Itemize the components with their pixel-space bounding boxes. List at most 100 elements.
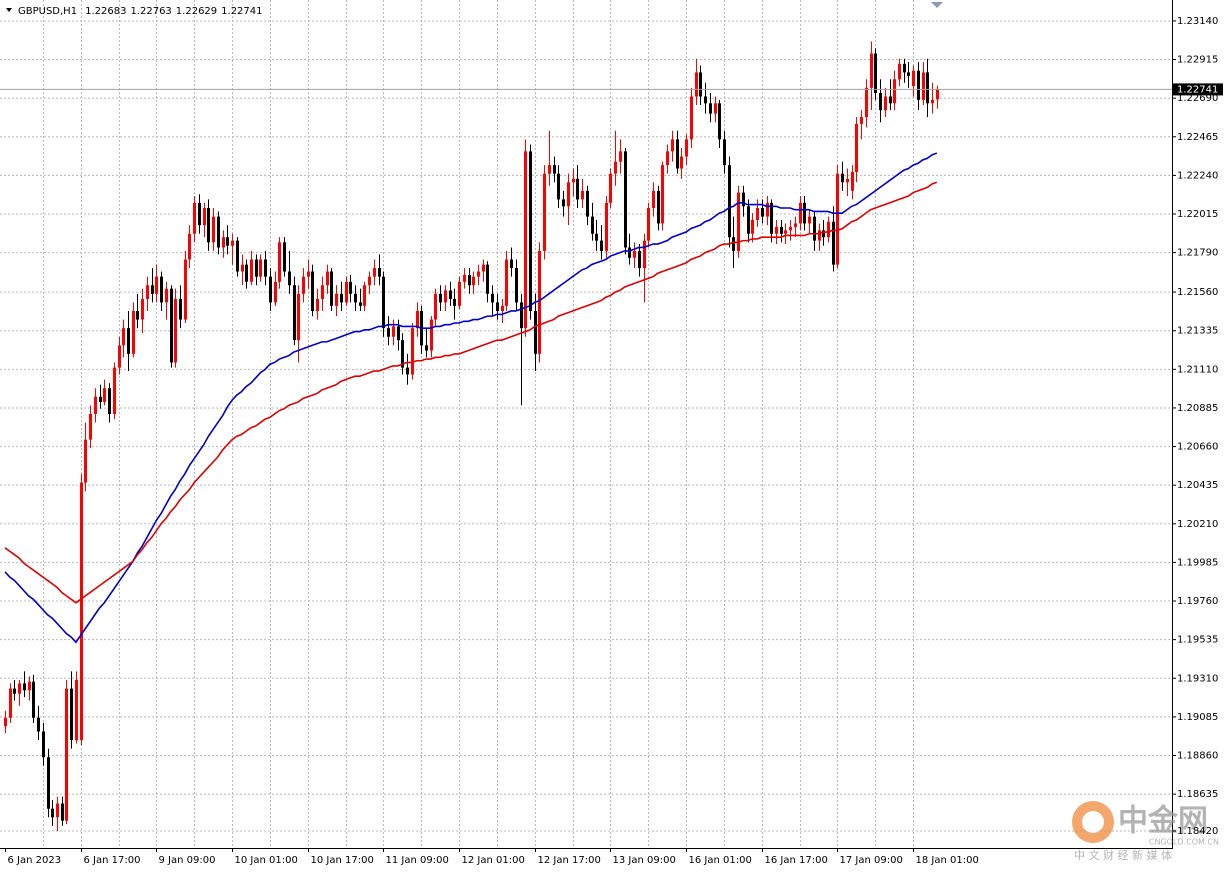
candle-body — [723, 139, 726, 166]
candle-body — [827, 221, 830, 238]
candle-body — [188, 233, 191, 260]
candle-body — [458, 281, 461, 306]
candle-body — [401, 340, 404, 368]
x-tick-label: 12 Jan 01:00 — [462, 855, 525, 866]
candle-body — [695, 72, 698, 97]
candle-body — [666, 151, 669, 166]
candle-body — [657, 190, 660, 224]
candle-body — [373, 268, 376, 277]
candle-body — [255, 259, 258, 277]
candle-body — [747, 206, 750, 234]
candle-body — [718, 103, 721, 140]
candle-body — [274, 281, 277, 303]
header-close: 1.22741 — [221, 6, 262, 17]
candle-body — [468, 274, 471, 286]
y-tick-label: 1.21335 — [1177, 326, 1218, 337]
candle-body — [335, 293, 338, 306]
candle-body — [818, 230, 821, 241]
y-tick-label: 1.19985 — [1177, 557, 1218, 568]
moving-average-line — [4, 181, 938, 604]
candle-body — [576, 178, 579, 200]
candle-body — [80, 482, 83, 741]
candle-body — [207, 208, 210, 243]
candle-body — [643, 240, 646, 269]
candle-body — [690, 96, 693, 140]
candle-body — [397, 326, 400, 341]
candle-body — [491, 293, 494, 303]
candle-body — [789, 226, 792, 231]
candle-body — [37, 717, 40, 732]
candle-body — [609, 173, 612, 203]
candle-body — [572, 178, 575, 183]
candle-body — [482, 264, 485, 272]
candle-body — [557, 173, 560, 200]
candle-body — [75, 679, 78, 741]
y-tick-label: 1.20210 — [1177, 519, 1218, 530]
candle-body — [524, 151, 527, 329]
candle-body — [652, 190, 655, 209]
candle-body — [709, 103, 712, 114]
candle-body — [808, 216, 811, 224]
x-tick-label: 6 Jan 2023 — [8, 855, 62, 866]
x-tick-label: 6 Jan 17:00 — [84, 855, 141, 866]
candle-body — [855, 123, 858, 172]
symbol-title: GBPUSD,H1 — [18, 6, 77, 17]
candle-body — [439, 293, 442, 303]
candle-body — [4, 717, 7, 727]
candle-body — [714, 103, 717, 114]
candle-body — [113, 367, 116, 414]
candle-body — [851, 171, 854, 191]
candle-body — [898, 63, 901, 80]
candle-body — [311, 271, 314, 311]
candle-body — [841, 173, 844, 183]
candle-body — [538, 250, 541, 354]
x-tick-label: 12 Jan 17:00 — [538, 855, 601, 866]
candle-body — [553, 165, 556, 174]
candle-body — [624, 151, 627, 248]
y-tick-label: 1.22015 — [1177, 209, 1218, 220]
candle-body — [340, 293, 343, 303]
candle-body — [226, 237, 229, 246]
moving-average-line — [4, 152, 938, 644]
x-tick-label: 16 Jan 17:00 — [765, 855, 828, 866]
candle-body — [780, 226, 783, 234]
candle-body — [548, 165, 551, 174]
candle-body — [425, 345, 428, 351]
candle-body — [32, 681, 35, 718]
candle-body — [51, 808, 54, 818]
candle-body — [430, 319, 433, 351]
candle-body — [836, 173, 839, 265]
candle-body — [212, 216, 215, 243]
candle-body — [264, 259, 267, 277]
candle-body — [245, 264, 248, 282]
candle-body — [614, 161, 617, 174]
candle-body — [326, 271, 329, 286]
shift-marker — [931, 2, 943, 8]
watermark-url: CNGOLD.COM.CN — [1149, 838, 1219, 847]
candle-body — [595, 233, 598, 241]
candle-body — [193, 202, 196, 234]
candle-body — [56, 803, 59, 818]
header-open: 1.22683 — [85, 6, 126, 17]
y-tick-label: 1.19535 — [1177, 635, 1218, 646]
candle-body — [699, 72, 702, 97]
y-tick-label: 1.22240 — [1177, 170, 1218, 181]
candle-body — [132, 310, 135, 354]
y-tick-label: 1.22690 — [1177, 93, 1218, 104]
candle-body — [434, 293, 437, 320]
candle-body — [363, 285, 366, 306]
y-tick-label: 1.19760 — [1177, 596, 1218, 607]
watermark-tagline: 中 文 财 经 新 媒 体 — [1074, 848, 1172, 862]
grid-layer — [0, 0, 1172, 848]
x-tick-label: 18 Jan 01:00 — [916, 855, 979, 866]
candle-body — [477, 271, 480, 277]
current-price-label: 1.22741 — [1177, 84, 1218, 95]
candle-body — [926, 72, 929, 104]
menu-triangle — [6, 8, 12, 12]
watermark: 中金网 CNGOLD.COM.CN 中 文 财 经 新 媒 体 — [1072, 801, 1219, 862]
candle-body — [387, 328, 390, 337]
candle-body — [250, 259, 253, 282]
x-tick-label: 10 Jan 17:00 — [311, 855, 374, 866]
